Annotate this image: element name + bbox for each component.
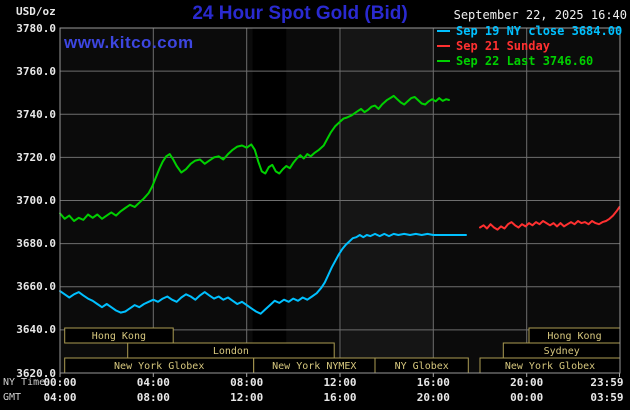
x-axis-label-gmt: 03:59 (590, 391, 624, 404)
legend-item-sep22: Sep 22 Last 3746.60 (437, 53, 622, 68)
plot-border (59, 27, 621, 374)
x-axis-label-gmt: 00:00 (510, 391, 544, 404)
session-box (64, 327, 174, 344)
gmt-axis-label: GMT (3, 392, 22, 403)
session-label: Sydney (544, 346, 580, 357)
session-label: New York NYMEX (272, 361, 356, 372)
y-axis-label: 3720.0 (16, 150, 56, 164)
x-axis-label-ny: 20:00 (510, 376, 544, 389)
series-line-sep19 (59, 232, 467, 315)
legend-label-sep19: Sep 19 NY close 3684.00 (456, 23, 623, 38)
x-axis-label-ny: 23:59 (590, 376, 624, 389)
ny-time-axis-label: NY Time (3, 377, 46, 388)
legend: Sep 19 NY close 3684.00 Sep 21 Sunday Se… (437, 23, 622, 68)
legend-label-sep22: Sep 22 Last 3746.60 (456, 53, 594, 68)
session-label: Hong Kong (547, 331, 601, 342)
legend-item-sep21: Sep 21 Sunday (437, 38, 622, 53)
legend-label-sep21: Sep 21 Sunday (456, 38, 550, 53)
y-axis-label: 3740.0 (16, 107, 56, 121)
x-axis-label-gmt: 08:00 (136, 391, 170, 404)
x-axis-label-gmt: 12:00 (230, 391, 264, 404)
legend-item-sep19: Sep 19 NY close 3684.00 (437, 23, 622, 38)
y-axis-label: 3780.0 (16, 21, 56, 35)
y-axis-label: 3620.0 (16, 366, 56, 380)
datetime-label: September 22, 2025 16:40 (453, 8, 627, 22)
legend-line-swatch-green (437, 59, 450, 62)
y-axis-label: 3660.0 (16, 280, 56, 294)
kitco-watermark-link[interactable]: www.kitco.com (64, 33, 194, 52)
x-axis-label-ny: 16:00 (416, 376, 450, 389)
x-axis-label-ny: 04:00 (136, 376, 170, 389)
session-label: London (213, 346, 249, 357)
session-label: New York Globex (505, 361, 595, 372)
x-axis-label-ny: 08:00 (230, 376, 264, 389)
series-line-sep21 (479, 206, 621, 231)
units-label: USD/oz (16, 5, 56, 18)
x-axis-label-gmt: 16:00 (323, 391, 357, 404)
session-label: Hong Kong (92, 331, 146, 342)
session-label: New York Globex (114, 361, 204, 372)
x-axis-label-ny: 12:00 (323, 376, 357, 389)
series-line-sep22 (59, 94, 450, 222)
y-axis-label: 3680.0 (16, 237, 56, 251)
y-axis-label: 3700.0 (16, 194, 56, 207)
x-axis-label-gmt: 04:00 (43, 391, 77, 404)
y-axis-label: 3640.0 (16, 323, 56, 337)
legend-line-swatch-red (437, 44, 450, 47)
chart-title: 24 Hour Spot Gold (Bid) (192, 3, 408, 24)
x-axis-label-ny: 00:00 (43, 376, 77, 389)
session-label: NY Globex (395, 361, 449, 372)
y-axis-label: 3760.0 (16, 64, 56, 78)
legend-line-swatch-cyan (437, 29, 450, 32)
x-axis-label-gmt: 20:00 (416, 391, 450, 404)
